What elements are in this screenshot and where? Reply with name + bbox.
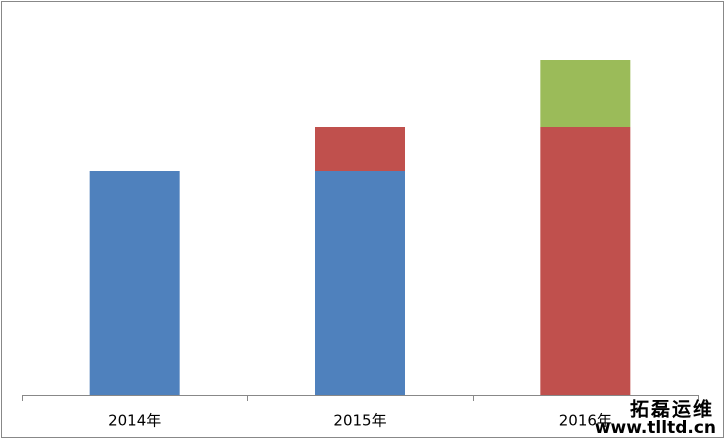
x-tick-label: 2014年: [108, 412, 161, 430]
bar-segment: [540, 60, 631, 127]
bar-segment: [540, 127, 631, 395]
watermark-title: 拓磊运维: [630, 398, 714, 421]
bar-segment: [315, 171, 405, 395]
x-tick-label: 2016年: [559, 412, 612, 430]
bar-segment: [89, 171, 180, 395]
watermark-url: www.tlltd.cn: [595, 418, 716, 438]
x-tick-label: 2015年: [333, 412, 386, 430]
bar-segment: [315, 127, 405, 171]
